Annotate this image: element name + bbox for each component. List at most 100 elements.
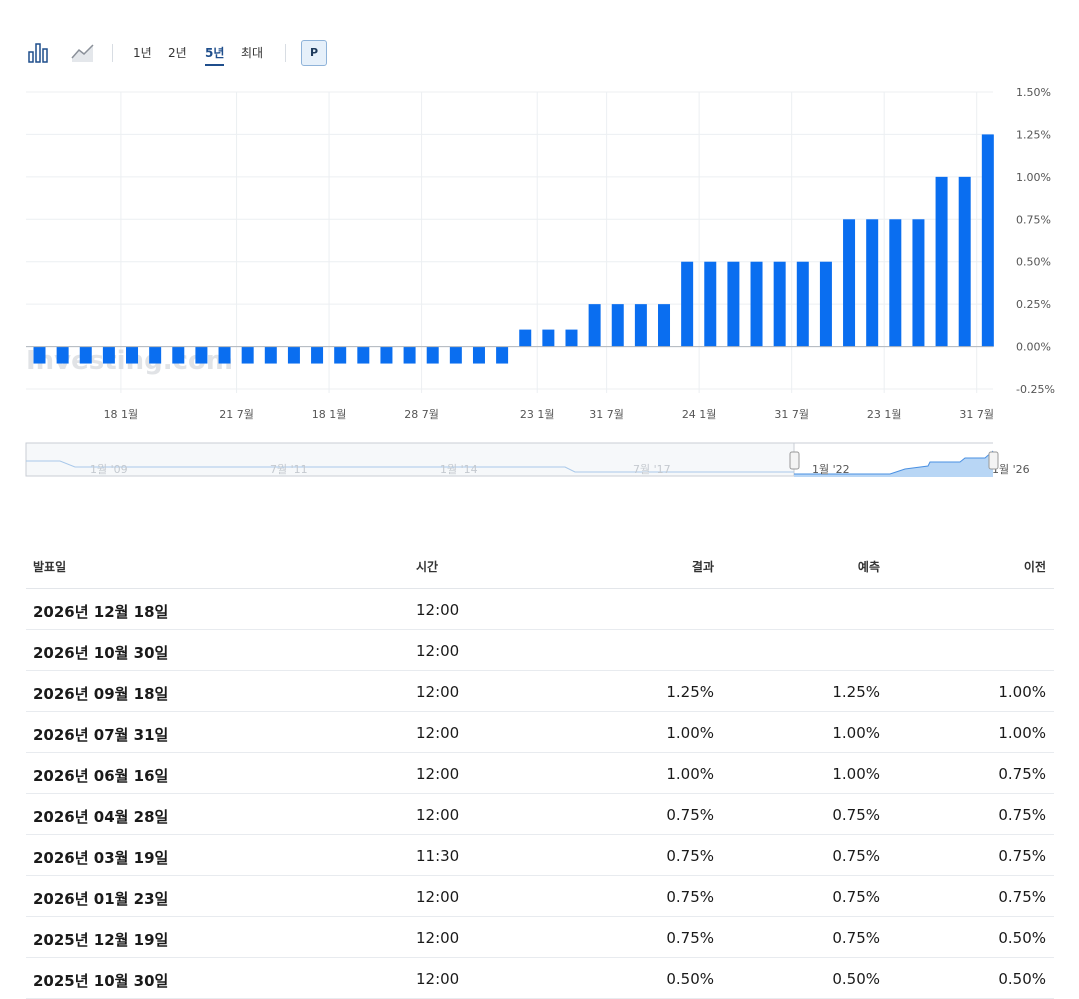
navigator-label: 1월 '26 [992, 463, 1030, 476]
bar[interactable] [472, 346, 485, 364]
actual-cell: 0.75% [666, 888, 714, 906]
time-cell: 12:00 [416, 970, 460, 988]
x-tick-label: 18 1월 [104, 408, 139, 421]
bar[interactable] [102, 346, 115, 364]
header-actual[interactable]: 결과 [691, 560, 714, 574]
bar[interactable] [681, 261, 694, 347]
x-tick-label: 23 1월 [520, 408, 555, 421]
period-1y-tab[interactable]: 1년 [133, 46, 152, 60]
bar[interactable] [149, 346, 162, 364]
time-cell: 12:00 [416, 601, 460, 619]
table-row: 2026년 10월 30일 12:00 [26, 630, 1054, 671]
actual-cell: 1.25% [666, 683, 714, 701]
bar[interactable] [56, 346, 69, 364]
y-tick-label: 1.50% [1016, 86, 1051, 99]
period-5y-tab[interactable]: 5년 [205, 44, 225, 66]
bar[interactable] [773, 261, 786, 347]
time-cell: 12:00 [416, 888, 460, 906]
bar[interactable] [172, 346, 185, 364]
chart-navigator[interactable]: 1월 '09 7월 '11 1월 '14 7월 '17 1월 '22 1월 '26 [0, 438, 1079, 480]
navigator-label: 7월 '11 [270, 463, 308, 476]
time-cell: 12:00 [416, 683, 460, 701]
header-previous[interactable]: 이전 [1023, 560, 1046, 574]
bar[interactable] [334, 346, 347, 364]
navigator-label: 1월 '09 [90, 463, 128, 476]
bar[interactable] [496, 346, 509, 364]
previous-cell: 0.75% [998, 888, 1046, 906]
period-2y-tab[interactable]: 2년 [168, 46, 187, 60]
previous-cell: 1.00% [998, 683, 1046, 701]
bar[interactable] [658, 304, 671, 347]
previous-cell: 0.75% [998, 765, 1046, 783]
bar[interactable] [704, 261, 717, 347]
bar[interactable] [750, 261, 763, 347]
forecast-cell: 1.00% [832, 765, 880, 783]
bar[interactable] [311, 346, 324, 364]
bar[interactable] [264, 346, 277, 364]
x-tick-label: 23 1월 [867, 408, 902, 421]
bar[interactable] [241, 346, 254, 364]
bar[interactable] [33, 346, 46, 364]
x-tick-label: 28 7월 [404, 408, 439, 421]
bar[interactable] [866, 219, 879, 347]
navigator-right-handle[interactable] [988, 451, 999, 470]
bar[interactable] [218, 346, 231, 364]
bar[interactable] [889, 219, 902, 347]
bar[interactable] [126, 346, 139, 364]
chart-toolbar: 1년 2년 5년 최대 P [26, 38, 356, 68]
forecast-cell: 0.75% [832, 929, 880, 947]
bar[interactable] [565, 329, 578, 347]
forecast-cell: 1.25% [832, 683, 880, 701]
bar[interactable] [426, 346, 439, 364]
bar[interactable] [958, 176, 971, 347]
x-tick-label: 31 7월 [959, 408, 994, 421]
header-forecast[interactable]: 예측 [857, 560, 880, 574]
bar[interactable] [380, 346, 393, 364]
x-tick-label: 18 1월 [312, 408, 347, 421]
bar[interactable] [195, 346, 208, 364]
release-date-cell: 2026년 07월 31일 [33, 726, 169, 744]
bar[interactable] [588, 304, 601, 347]
bar[interactable] [912, 219, 925, 347]
table-row: 2026년 04월 28일 12:00 0.75% 0.75% 0.75% [26, 794, 1054, 835]
bar[interactable] [796, 261, 809, 347]
navigator-outside-range [25, 442, 795, 477]
bar[interactable] [843, 219, 856, 347]
release-date-cell: 2026년 04월 28일 [33, 808, 169, 826]
x-tick-label: 31 7월 [774, 408, 809, 421]
p-button[interactable]: P [301, 40, 327, 66]
toolbar-divider [285, 44, 286, 62]
previous-cell: 0.75% [998, 847, 1046, 865]
header-date[interactable]: 발표일 [33, 560, 67, 574]
bar[interactable] [403, 346, 416, 364]
header-time[interactable]: 시간 [416, 560, 439, 574]
bar[interactable] [357, 346, 370, 364]
time-cell: 12:00 [416, 724, 460, 742]
bar[interactable] [611, 304, 624, 347]
x-tick-label: 24 1월 [682, 408, 717, 421]
previous-cell: 1.00% [998, 724, 1046, 742]
table-row: 2026년 03월 19일 11:30 0.75% 0.75% 0.75% [26, 835, 1054, 876]
table-row: 2026년 12월 18일 12:00 [26, 589, 1054, 630]
x-tick-label: 31 7월 [589, 408, 624, 421]
actual-cell: 0.50% [666, 970, 714, 988]
navigator-left-handle[interactable] [789, 451, 800, 470]
bar[interactable] [819, 261, 832, 347]
bar[interactable] [519, 329, 532, 347]
bar[interactable] [79, 346, 92, 364]
bar[interactable] [727, 261, 740, 347]
bar[interactable] [287, 346, 300, 364]
actual-cell: 0.75% [666, 929, 714, 947]
bar-chart-icon[interactable] [26, 40, 52, 64]
actual-cell: 1.00% [666, 765, 714, 783]
bar[interactable] [981, 134, 994, 347]
table-row: 2026년 01월 23일 12:00 0.75% 0.75% 0.75% [26, 876, 1054, 917]
bar[interactable] [634, 304, 647, 347]
time-cell: 12:00 [416, 765, 460, 783]
table-body: 2026년 12월 18일 12:00 2026년 10월 30일 12:00 2026… [26, 589, 1054, 999]
bar[interactable] [935, 176, 948, 347]
bar[interactable] [449, 346, 462, 364]
bar[interactable] [542, 329, 555, 347]
period-max-tab[interactable]: 최대 [241, 46, 264, 60]
area-chart-icon[interactable] [70, 40, 96, 64]
